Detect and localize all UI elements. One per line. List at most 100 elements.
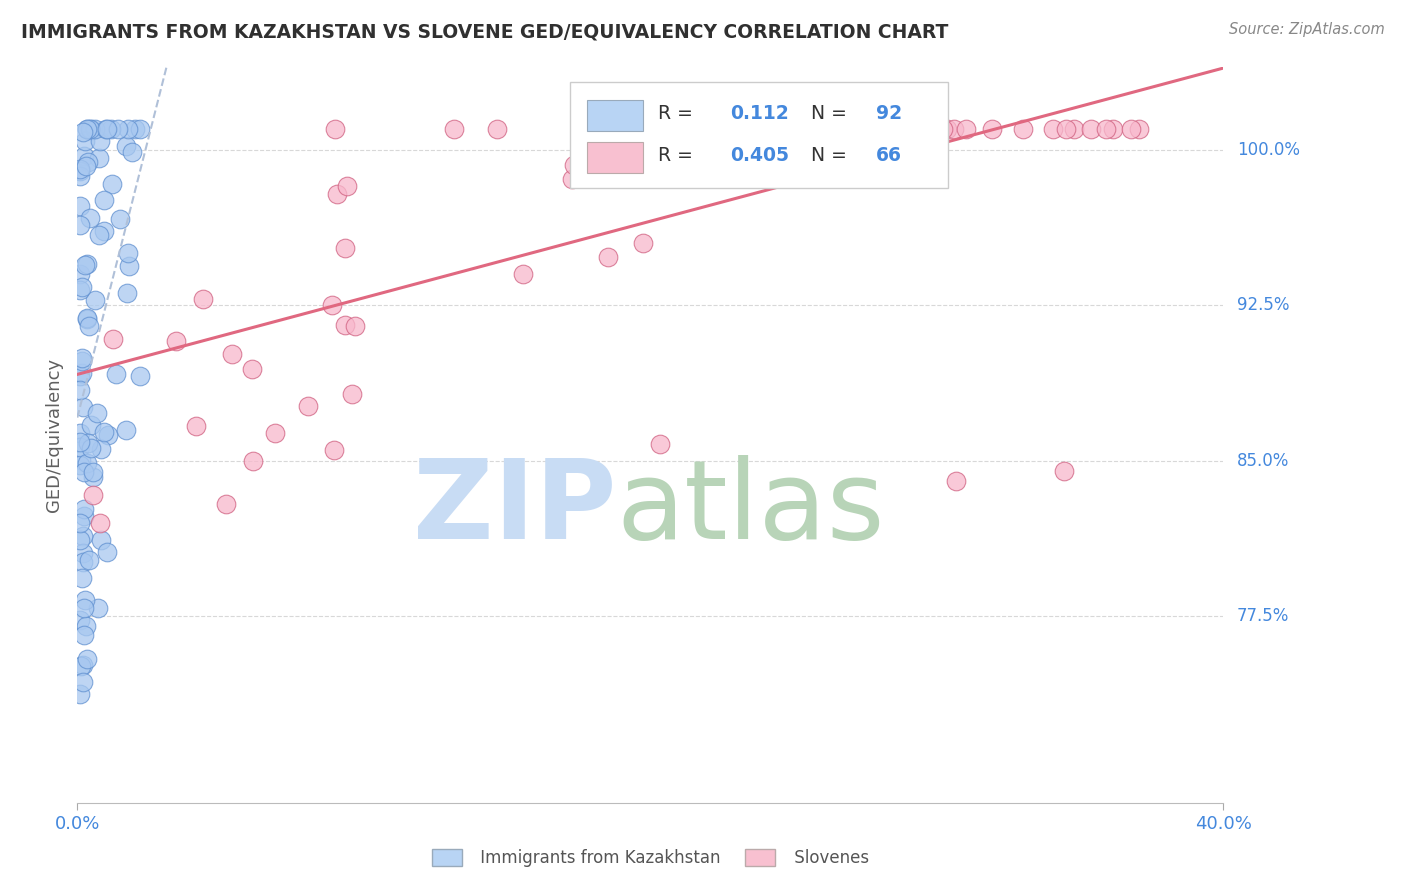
- Point: [124, 122, 146, 136]
- Point: [76, 312, 98, 326]
- Point: [80, 417, 103, 432]
- Point: [79, 552, 101, 566]
- Point: [77, 318, 100, 333]
- Point: [73, 501, 96, 516]
- Point: [82, 488, 104, 502]
- Text: 92: 92: [876, 103, 903, 123]
- Point: [96, 122, 118, 136]
- Point: [129, 122, 152, 136]
- Point: [165, 334, 187, 349]
- Point: [80, 123, 103, 137]
- Point: [856, 122, 879, 136]
- Point: [512, 268, 534, 282]
- Point: [73, 149, 96, 163]
- Point: [69, 162, 91, 177]
- Point: [69, 283, 91, 297]
- Point: [763, 122, 786, 136]
- Point: [73, 601, 96, 615]
- Point: [89, 516, 111, 530]
- Point: [786, 122, 808, 136]
- Point: [650, 122, 672, 136]
- Point: [73, 628, 96, 642]
- Point: [100, 122, 122, 136]
- Point: [75, 593, 97, 607]
- Point: [242, 453, 264, 467]
- Point: [297, 399, 319, 413]
- Point: [93, 224, 115, 238]
- Y-axis label: GED/Equivalency: GED/Equivalency: [45, 358, 63, 512]
- Point: [69, 163, 91, 178]
- Text: 0.112: 0.112: [731, 103, 789, 123]
- Point: [321, 298, 343, 312]
- Point: [1042, 122, 1064, 136]
- Point: [115, 286, 138, 301]
- Point: [215, 497, 238, 511]
- Point: [75, 619, 97, 633]
- Point: [69, 169, 91, 183]
- Point: [323, 443, 346, 458]
- Point: [69, 383, 91, 397]
- Point: [561, 172, 583, 186]
- Point: [69, 218, 91, 232]
- Point: [69, 453, 91, 467]
- Point: [818, 122, 841, 136]
- Point: [107, 122, 129, 136]
- Text: 0.405: 0.405: [731, 145, 790, 165]
- Point: [76, 652, 98, 666]
- Text: R =: R =: [658, 145, 699, 165]
- Point: [73, 508, 96, 523]
- Point: [1053, 464, 1076, 478]
- Point: [118, 259, 141, 273]
- Point: [572, 122, 595, 136]
- Point: [87, 151, 110, 165]
- Point: [336, 178, 359, 193]
- Point: [620, 122, 643, 136]
- Point: [676, 122, 699, 136]
- Point: [69, 198, 91, 212]
- Point: [103, 332, 125, 346]
- Point: [79, 122, 101, 136]
- Point: [838, 122, 860, 136]
- Text: N =: N =: [811, 145, 852, 165]
- Point: [82, 470, 104, 484]
- Point: [936, 122, 959, 136]
- Point: [82, 465, 104, 479]
- Point: [73, 465, 96, 479]
- Point: [1063, 122, 1085, 136]
- Point: [72, 555, 94, 569]
- Text: R =: R =: [658, 103, 699, 123]
- Point: [669, 122, 692, 136]
- Point: [76, 311, 98, 326]
- FancyBboxPatch shape: [569, 81, 948, 188]
- Point: [562, 158, 585, 172]
- Point: [83, 122, 105, 136]
- Point: [93, 425, 115, 440]
- Point: [115, 138, 138, 153]
- Point: [1128, 122, 1150, 136]
- Point: [89, 134, 111, 148]
- Point: [80, 122, 103, 136]
- Point: [72, 529, 94, 543]
- Point: [70, 366, 93, 380]
- Point: [1012, 122, 1035, 136]
- Point: [634, 122, 657, 136]
- Point: [72, 280, 94, 294]
- Point: [72, 125, 94, 139]
- Point: [69, 369, 91, 384]
- Point: [221, 347, 243, 361]
- Point: [945, 475, 967, 489]
- Point: [90, 533, 112, 548]
- Point: [72, 401, 94, 415]
- Point: [323, 122, 346, 136]
- Point: [84, 293, 107, 307]
- Point: [80, 441, 103, 455]
- Text: N =: N =: [811, 103, 852, 123]
- Point: [662, 122, 685, 136]
- Point: [105, 367, 128, 381]
- Point: [631, 235, 654, 250]
- Point: [117, 246, 139, 260]
- Point: [72, 571, 94, 585]
- Point: [193, 292, 215, 306]
- Text: 77.5%: 77.5%: [1237, 607, 1289, 625]
- Point: [325, 186, 347, 201]
